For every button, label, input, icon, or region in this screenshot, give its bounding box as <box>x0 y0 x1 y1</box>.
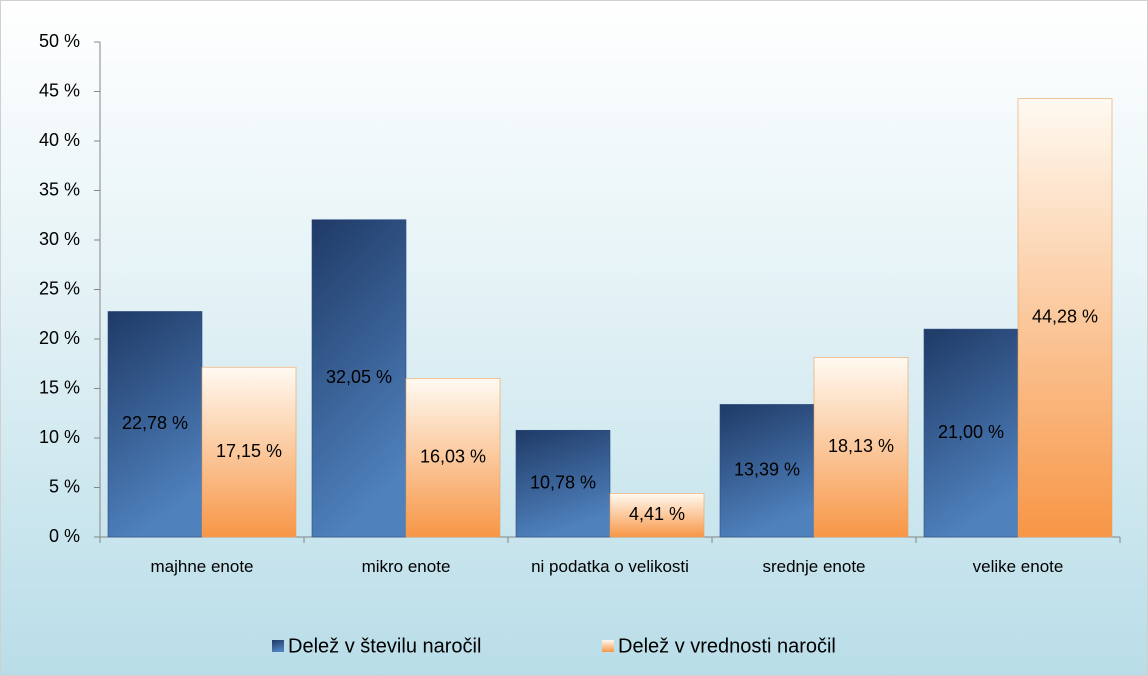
data-label: 13,39 % <box>734 459 800 479</box>
y-tick-label: 30 % <box>39 229 80 249</box>
x-tick-label: mikro enote <box>361 557 451 576</box>
y-tick-label: 20 % <box>39 328 80 348</box>
bar <box>107 311 203 538</box>
data-label: 10,78 % <box>530 472 596 492</box>
bar <box>719 404 815 538</box>
y-tick-label: 15 % <box>39 377 80 397</box>
data-label: 4,41 % <box>629 504 685 524</box>
y-tick-label: 25 % <box>39 278 80 298</box>
data-label: 44,28 % <box>1032 307 1098 327</box>
bar <box>609 493 705 538</box>
y-tick-label: 10 % <box>39 427 80 447</box>
legend-marker <box>272 640 284 652</box>
x-tick-label: srednje enote <box>762 557 866 576</box>
data-label: 22,78 % <box>122 413 188 433</box>
bar <box>1017 98 1113 538</box>
data-label: 18,13 % <box>828 436 894 456</box>
y-tick-label: 45 % <box>39 80 80 100</box>
y-tick-label: 35 % <box>39 179 80 199</box>
bar <box>201 366 297 538</box>
legend-marker <box>602 640 614 652</box>
legend-label: Delež v številu naročil <box>288 635 481 657</box>
y-tick-label: 40 % <box>39 130 80 150</box>
x-tick-label: velike enote <box>972 557 1064 576</box>
bar <box>923 328 1019 538</box>
bar <box>405 378 501 538</box>
y-tick-label: 0 % <box>49 526 80 546</box>
x-tick-label: ni podatka o velikosti <box>531 557 689 576</box>
bar <box>813 357 909 538</box>
data-label: 21,00 % <box>938 422 1004 442</box>
y-tick-label: 50 % <box>39 31 80 51</box>
legend-label: Delež v vrednosti naročil <box>618 635 836 657</box>
y-tick-label: 5 % <box>49 476 80 496</box>
bar <box>515 429 611 538</box>
data-label: 17,15 % <box>216 441 282 461</box>
x-tick-label: majhne enote <box>150 557 254 576</box>
data-label: 32,05 % <box>326 367 392 387</box>
bar <box>311 219 407 538</box>
data-label: 16,03 % <box>420 446 486 466</box>
